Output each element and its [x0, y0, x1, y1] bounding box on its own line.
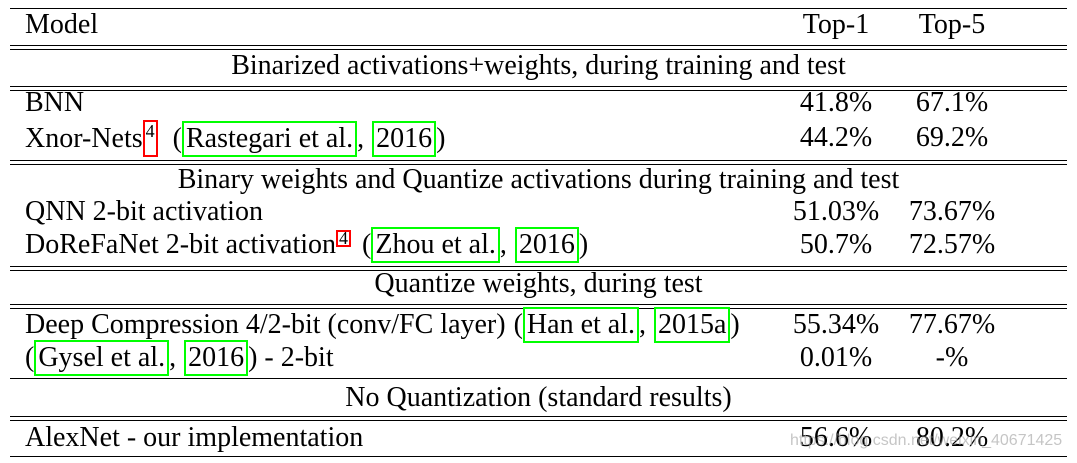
double-rule-line	[10, 164, 1067, 165]
citation-separator: ,	[357, 123, 365, 154]
citation-separator: ,	[638, 309, 646, 340]
header-row: Model Top-1 Top-5	[0, 7, 1077, 43]
model-suffix: - 2-bit	[264, 342, 334, 373]
double-rule-line	[10, 304, 1067, 305]
citation-year-link[interactable]: 2016	[514, 227, 579, 263]
top-rule	[10, 8, 1067, 9]
citation-author-link[interactable]: Han et al.	[522, 307, 639, 343]
model-name: Deep Compression 4/2-bit (conv/FC layer)	[25, 309, 506, 340]
table-row: Xnor-Nets 4(Rastegari et al., 2016) 44.2% …	[0, 120, 1077, 157]
watermark-text: https://blog.csdn.net/weixin_40671425	[790, 432, 1063, 449]
double-rule-line	[10, 420, 1067, 421]
top5-cell: 72.57%	[908, 229, 996, 260]
footnote-link[interactable]: 4	[142, 120, 158, 157]
citation-author-link[interactable]: Rastegari et al.	[181, 121, 358, 157]
model-cell: BNN	[25, 87, 85, 118]
paren-open: (	[25, 342, 35, 373]
citation-separator: ,	[499, 229, 507, 260]
section-title: Quantize weights, during test	[374, 268, 703, 299]
double-rule-line	[10, 86, 1067, 87]
model-cell: AlexNet - our implementation	[25, 422, 364, 453]
paren-open: (	[172, 123, 182, 154]
paren-open: (	[513, 309, 523, 340]
table-row: BNN 41.8% 67.1%	[0, 85, 1077, 121]
footnote-link[interactable]: 4	[336, 229, 352, 247]
top5-cell: -%	[935, 342, 969, 373]
double-rule-line	[10, 49, 1067, 50]
double-rule-line	[10, 266, 1067, 267]
citation-separator: ,	[169, 342, 177, 373]
section-title: No Quantization (standard results)	[345, 382, 732, 413]
section-title: Binarized activations+weights, during tr…	[231, 50, 846, 81]
double-rule-line	[10, 90, 1067, 91]
model-cell: Deep Compression 4/2-bit (conv/FC layer)…	[25, 307, 740, 343]
table-row: DoReFaNet 2-bit activation 4 (Zhou et al.,…	[0, 227, 1077, 263]
top1-cell: 56.6%	[799, 422, 873, 453]
top1-cell: 55.34%	[792, 309, 880, 340]
top1-cell: 44.2%	[799, 122, 873, 153]
header-top5: Top-5	[918, 9, 986, 40]
double-rule-line	[10, 416, 1067, 417]
model-name: DoReFaNet 2-bit activation	[25, 229, 337, 260]
double-rule-line	[10, 270, 1067, 271]
top1-cell: 41.8%	[799, 87, 873, 118]
table-row: (Gysel et al., 2016) - 2-bit 0.01% -%	[0, 340, 1077, 376]
footnote-mark: 4	[145, 121, 155, 141]
section-title-row: No Quantization (standard results)	[0, 380, 1077, 416]
rule-line	[10, 378, 1067, 379]
table-row: Deep Compression 4/2-bit (conv/FC layer)…	[0, 307, 1077, 343]
top1-cell: 0.01%	[799, 342, 873, 373]
paren-close: )	[730, 309, 740, 340]
section-title-row: Binary weights and Quantize activations …	[0, 162, 1077, 198]
paren-open: (	[362, 229, 372, 260]
top1-cell: 50.7%	[799, 229, 873, 260]
top1-cell: 51.03%	[792, 196, 880, 227]
header-top1: Top-1	[802, 9, 870, 40]
section-title: Binary weights and Quantize activations …	[177, 164, 900, 195]
model-cell: (Gysel et al., 2016) - 2-bit	[25, 340, 334, 376]
model-cell: DoReFaNet 2-bit activation 4 (Zhou et al.,…	[25, 227, 588, 263]
header-model: Model	[25, 9, 99, 40]
model-cell: Xnor-Nets 4 (Rastegari et al., 2016)	[25, 120, 445, 157]
top5-cell: 69.2%	[915, 122, 989, 153]
model-cell: QNN 2-bit activation	[25, 196, 263, 227]
citation-year-link[interactable]: 2015a	[653, 307, 731, 343]
citation-year-link[interactable]: 2016	[372, 121, 437, 157]
citation-author-link[interactable]: Gysel et al.	[34, 340, 170, 376]
top5-cell: 80.2%	[915, 422, 989, 453]
top5-cell: 77.67%	[908, 309, 996, 340]
paren-close: )	[248, 342, 258, 373]
double-rule-line	[10, 45, 1067, 46]
section-title-row: Binarized activations+weights, during tr…	[0, 48, 1077, 84]
top5-cell: 73.67%	[908, 196, 996, 227]
section-title-row: Quantize weights, during test	[0, 266, 1077, 302]
double-rule-line	[10, 160, 1067, 161]
bottom-rule	[10, 456, 1067, 457]
model-name: Xnor-Nets	[25, 123, 143, 154]
table-row: QNN 2-bit activation 51.03% 73.67%	[0, 194, 1077, 230]
top5-cell: 67.1%	[915, 87, 989, 118]
paren-close: )	[578, 229, 589, 260]
citation-author-link[interactable]: Zhou et al.	[371, 227, 500, 263]
paren-close: )	[436, 123, 446, 154]
citation-year-link[interactable]: 2016	[184, 340, 249, 376]
table-row: AlexNet - our implementation 56.6% 80.2%	[0, 420, 1077, 456]
